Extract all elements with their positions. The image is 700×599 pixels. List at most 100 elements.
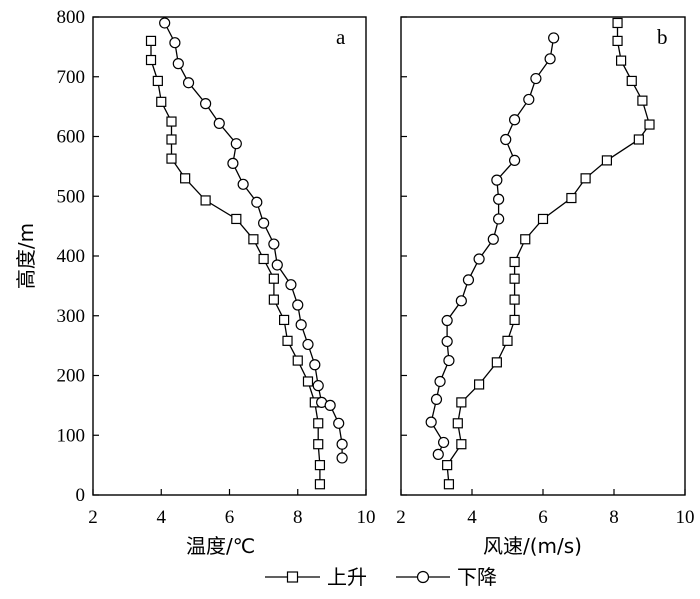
data-point-circle: [336, 452, 348, 464]
y-axis-title: 高度/m: [14, 223, 38, 289]
data-point-square: [509, 273, 520, 284]
data-point-circle: [434, 375, 446, 388]
data-point-square: [612, 17, 623, 29]
legend-square-marker: [286, 571, 299, 583]
data-point-circle: [455, 295, 467, 307]
y-tick-label: 500: [57, 186, 86, 207]
y-tick-label: 800: [57, 7, 86, 28]
series-line: [430, 37, 555, 455]
data-point-square: [282, 335, 293, 346]
data-point-square: [166, 134, 177, 145]
data-point-circle: [324, 399, 336, 411]
data-point-circle: [230, 138, 242, 150]
plot-frame: [400, 16, 686, 496]
plot-frame: [92, 16, 367, 496]
data-point-circle: [443, 354, 455, 367]
data-point-square: [279, 314, 290, 326]
legend-label: 上升: [327, 565, 367, 589]
panel-letter: b: [657, 25, 668, 49]
data-point-circle: [441, 314, 453, 327]
data-point-square: [231, 213, 242, 225]
y-tick-label: 0: [76, 485, 86, 506]
data-point-square: [258, 253, 269, 265]
data-point-circle: [159, 17, 171, 29]
y-tick-label: 700: [57, 67, 86, 88]
data-point-square: [566, 192, 577, 204]
data-point-circle: [493, 193, 505, 205]
data-point-circle: [182, 77, 195, 89]
data-point-circle: [227, 157, 239, 169]
data-point-circle: [462, 274, 475, 286]
data-point-circle: [285, 279, 297, 291]
data-point-circle: [268, 238, 280, 250]
data-point-circle: [438, 436, 450, 449]
data-point-circle: [491, 174, 503, 186]
data-point-square: [292, 355, 303, 366]
x-tick-label: 8: [293, 507, 303, 528]
data-point-square: [580, 173, 591, 184]
data-point-square: [537, 213, 549, 225]
y-tick-label: 100: [57, 425, 86, 446]
x-tick-label: 6: [538, 507, 548, 528]
data-point-circle: [493, 213, 505, 225]
data-point-circle: [473, 253, 485, 265]
data-point-square: [509, 294, 520, 305]
data-point-circle: [237, 178, 249, 190]
data-point-circle: [213, 117, 225, 129]
data-point-circle: [500, 133, 512, 146]
data-point-square: [313, 418, 324, 429]
data-point-square: [314, 479, 326, 490]
y-tick-label: 200: [57, 366, 86, 387]
data-point-square: [145, 54, 157, 66]
x-tick-label: 2: [88, 507, 98, 528]
series-line: [150, 40, 321, 485]
panel-b-wind-speed: 2 4 6 8 10 b 风速/(m/s): [396, 16, 695, 558]
x-tick-label: 6: [225, 507, 235, 528]
data-point-circle: [172, 58, 184, 70]
series-ascent: [145, 35, 326, 490]
data-point-square: [313, 439, 324, 450]
data-point-square: [637, 95, 648, 106]
x-tick-label: 10: [357, 507, 376, 528]
data-point-square: [633, 134, 644, 145]
data-point-circle: [251, 196, 263, 208]
y-tick-label: 600: [57, 127, 86, 148]
data-point-square: [302, 376, 314, 387]
data-point-square: [502, 335, 513, 346]
data-point-square: [443, 479, 455, 490]
data-point-square: [145, 35, 157, 47]
legend-circle-marker: [416, 570, 430, 584]
data-point-circle: [425, 416, 437, 428]
data-point-circle: [441, 335, 453, 348]
data-point-circle: [200, 98, 212, 110]
data-point-circle: [333, 417, 345, 429]
data-point-square: [509, 256, 520, 268]
data-point-square: [456, 439, 467, 450]
data-point-square: [314, 460, 326, 471]
data-point-circle: [544, 53, 556, 65]
data-point-circle: [302, 338, 314, 351]
data-point-circle: [548, 32, 560, 44]
data-point-square: [612, 35, 623, 47]
data-point-square: [474, 379, 485, 390]
series-descent: [425, 32, 560, 460]
data-point-square: [200, 195, 211, 206]
data-point-circle: [508, 114, 521, 126]
x-tick-label: 10: [676, 507, 695, 528]
data-point-circle: [487, 233, 499, 245]
x-tick-label: 4: [467, 507, 477, 528]
data-point-square: [268, 294, 279, 305]
x-tick-label: 2: [396, 507, 406, 528]
data-point-square: [180, 173, 191, 184]
x-tick-label: 8: [609, 507, 619, 528]
x-axis-title: 风速/(m/s): [483, 534, 582, 558]
data-point-square: [520, 234, 531, 245]
data-point-circle: [530, 72, 542, 85]
data-point-circle: [336, 438, 348, 450]
data-point-square: [452, 418, 463, 429]
legend-item-descent: 下降: [396, 565, 497, 589]
data-point-square: [456, 397, 467, 408]
